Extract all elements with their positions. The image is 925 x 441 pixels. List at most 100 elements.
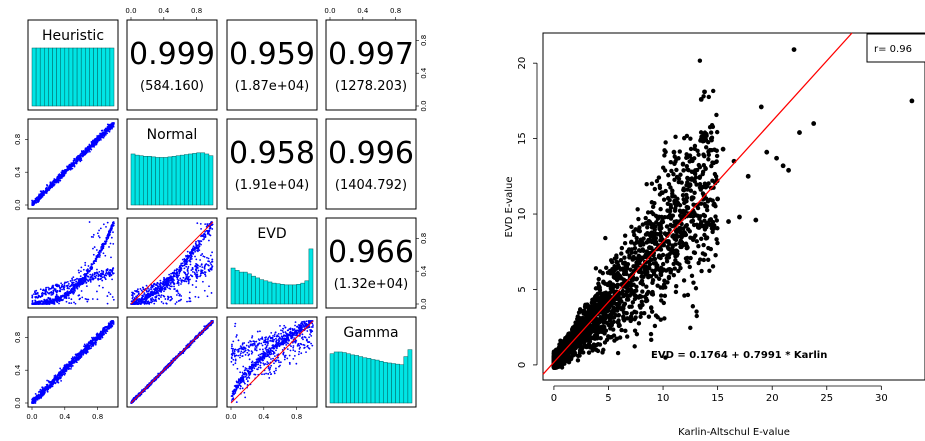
- panel-0-1: 0.999(584.160): [126, 19, 218, 111]
- data-point: [266, 363, 269, 366]
- data-point: [81, 278, 84, 280]
- data-point: [90, 263, 93, 265]
- data-point: [106, 123, 109, 126]
- data-point: [61, 169, 64, 172]
- histogram-bar: [204, 153, 210, 206]
- data-point: [110, 322, 113, 325]
- data-point: [88, 341, 91, 343]
- data-point: [102, 271, 105, 273]
- data-point: [76, 287, 79, 290]
- data-point: [112, 323, 115, 325]
- data-point: [308, 347, 311, 350]
- data-point: [282, 331, 285, 334]
- data-point: [147, 292, 150, 295]
- data-point: [86, 146, 89, 149]
- data-point: [41, 190, 43, 193]
- data-point: [246, 351, 249, 354]
- data-point: [96, 332, 99, 335]
- data-point: [163, 281, 166, 284]
- panel-3-1: [126, 316, 218, 408]
- data-point: [189, 274, 192, 277]
- data-point: [41, 294, 43, 297]
- data-point: [40, 393, 43, 396]
- data-point: [244, 396, 247, 399]
- test-statistic: (1404.792): [335, 178, 407, 193]
- data-point: [69, 362, 72, 365]
- data-point: [172, 275, 175, 278]
- data-point: [48, 380, 51, 383]
- data-point: [235, 388, 238, 391]
- correlation-value: 0.997: [328, 37, 414, 72]
- data-point: [288, 339, 291, 341]
- data-point: [51, 181, 54, 183]
- data-point: [104, 278, 107, 281]
- data-point: [60, 286, 63, 289]
- data-point: [181, 258, 184, 261]
- data-point: [48, 301, 50, 304]
- data-point: [59, 367, 62, 370]
- data-point: [162, 302, 165, 305]
- data-point: [39, 295, 42, 298]
- data-point: [78, 157, 81, 160]
- data-point: [294, 321, 297, 324]
- data-point: [68, 297, 70, 299]
- data-point: [67, 291, 69, 294]
- data-point: [40, 389, 43, 392]
- data-point: [83, 278, 86, 281]
- data-point: [132, 292, 134, 295]
- data-point: [81, 296, 84, 299]
- data-point: [195, 269, 198, 272]
- data-point: [188, 275, 190, 278]
- data-point: [176, 274, 179, 277]
- data-point: [186, 275, 188, 278]
- data-point: [186, 300, 188, 303]
- data-point: [73, 291, 76, 294]
- data-point: [163, 276, 165, 279]
- data-point: [72, 161, 75, 164]
- data-point: [57, 284, 60, 287]
- data-point: [72, 359, 75, 362]
- data-point: [164, 298, 167, 300]
- data-point: [48, 288, 50, 291]
- data-point: [188, 291, 191, 294]
- data-point: [200, 263, 203, 266]
- data-point: [278, 361, 280, 364]
- data-point: [281, 329, 284, 332]
- histogram-bar: [255, 277, 260, 305]
- data-point: [63, 171, 66, 174]
- data-point: [199, 272, 202, 275]
- data-point: [165, 279, 168, 281]
- data-point: [136, 288, 139, 291]
- data-point: [233, 350, 236, 353]
- data-point: [141, 298, 144, 300]
- data-point: [143, 303, 146, 305]
- data-point: [85, 274, 88, 277]
- data-point: [49, 187, 51, 189]
- data-point: [84, 352, 87, 354]
- data-point: [91, 336, 93, 339]
- data-point: [79, 155, 82, 158]
- panel-frame: [126, 19, 218, 111]
- data-point: [92, 253, 95, 256]
- data-point: [269, 371, 271, 374]
- data-point: [99, 330, 102, 333]
- data-point: [112, 231, 114, 234]
- data-point: [180, 298, 182, 301]
- data-point: [84, 151, 86, 154]
- data-point: [77, 358, 80, 361]
- data-point: [292, 358, 295, 360]
- data-point: [106, 302, 109, 305]
- data-point: [110, 320, 113, 322]
- pairs-matrix: Heuristic0.999(584.160)0.959(1.87e+04)0.…: [14, 7, 428, 421]
- data-point: [71, 279, 74, 281]
- data-point: [95, 334, 98, 337]
- data-point: [191, 247, 194, 250]
- data-point: [43, 392, 46, 395]
- data-point: [39, 394, 42, 397]
- data-point: [178, 294, 181, 297]
- histogram-bar: [284, 284, 289, 305]
- data-point: [151, 297, 154, 299]
- data-point: [48, 185, 50, 188]
- test-statistic: (584.160): [140, 79, 204, 94]
- data-point: [84, 264, 87, 267]
